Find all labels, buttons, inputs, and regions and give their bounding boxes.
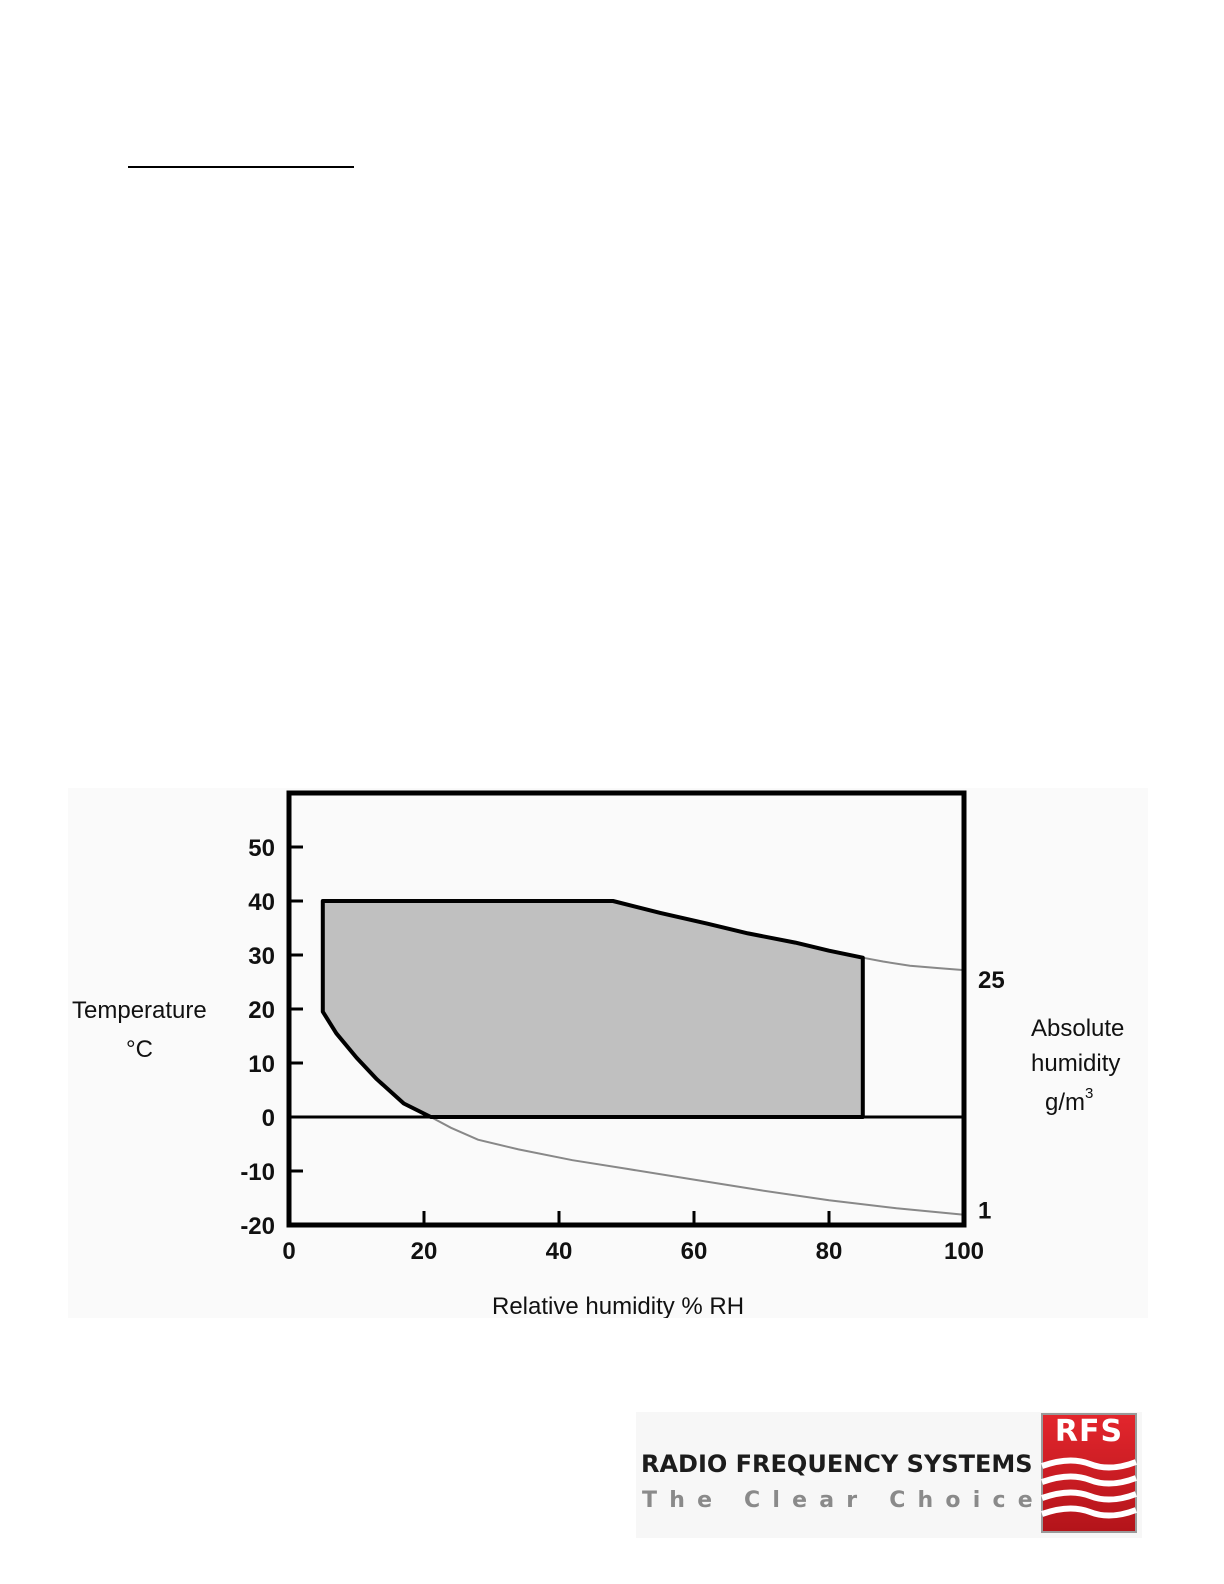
y2-axis-title-line2: humidity: [1031, 1050, 1120, 1077]
y-tick-label: 40: [248, 889, 275, 916]
chart-panel: 50 40 30 20 10 0 -10 -20 0 20 40 60 80 100 25 1 Tempera…: [68, 788, 1148, 1320]
curves-layer: [430, 956, 965, 1216]
y-tick-label: -10: [240, 1159, 275, 1186]
operating-region: [320, 899, 865, 1119]
y-axis-unit: °C: [126, 1036, 153, 1063]
y2-axis-title-line3: g/m3: [1045, 1085, 1093, 1116]
x-tick-label: 40: [546, 1238, 573, 1265]
rfs-logo-graphic: [1040, 1413, 1138, 1533]
logo-text: RFS: [1054, 1414, 1124, 1449]
y-tick-label: 30: [248, 943, 275, 970]
company-name: RADIO FREQUENCY SYSTEMS: [641, 1450, 1033, 1478]
y-tick-label: 20: [248, 997, 275, 1024]
y2-axis-unit-sup: 3: [1085, 1085, 1093, 1102]
y2-tick-label: 1: [978, 1198, 991, 1225]
x-tick-label: 100: [944, 1238, 984, 1265]
y-axis-title: Temperature: [72, 997, 207, 1024]
rfs-logo: RFS: [1040, 1412, 1138, 1534]
footer-brand: RADIO FREQUENCY SYSTEMS The Clear Choice…: [636, 1412, 1142, 1538]
x-tick-label: 0: [282, 1238, 295, 1265]
header-underline: [128, 166, 354, 168]
x-axis-title: Relative humidity % RH: [492, 1293, 744, 1318]
y-tick-label: -20: [240, 1213, 275, 1240]
y2-tick-label: 25: [978, 967, 1005, 994]
y2-axis-unit: g/m: [1045, 1089, 1085, 1116]
y-tick-label: 10: [248, 1051, 275, 1078]
y-tick-label: 0: [262, 1105, 275, 1132]
absolute-humidity-curve-25: [862, 956, 965, 972]
company-tagline: The Clear Choice®: [642, 1488, 1056, 1513]
x-tick-label: 80: [816, 1238, 843, 1265]
absolute-humidity-curve-1: [430, 1116, 965, 1216]
x-tick-label: 60: [681, 1238, 708, 1265]
tagline-text: The Clear Choice: [642, 1488, 1045, 1513]
region-layer: [320, 899, 865, 1119]
x-tick-label: 20: [411, 1238, 438, 1265]
y2-axis-title-line1: Absolute: [1031, 1015, 1124, 1042]
y-tick-label: 50: [248, 835, 275, 862]
